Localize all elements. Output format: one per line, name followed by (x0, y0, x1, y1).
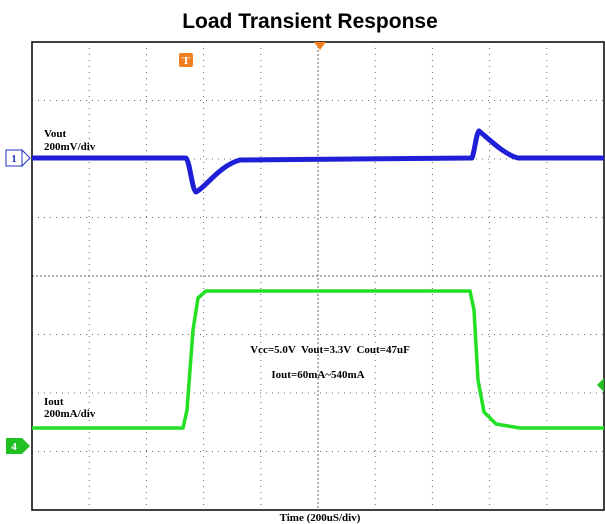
ch1-name: Vout (44, 128, 67, 140)
trigger-position (314, 42, 326, 50)
ch1-marker-arrow (21, 148, 31, 168)
ch4-marker-arrow (22, 438, 30, 454)
conditions: Vcc=5.0V Vout=3.3V Cout=47uF (250, 344, 410, 356)
trigger-level (597, 378, 604, 392)
trigger-marker: T (182, 55, 190, 67)
ch1-scale: 200mV/div (44, 141, 96, 153)
vout-trace (32, 128, 604, 195)
ch4-name: Iout (44, 396, 64, 408)
title: Load Transient Response (182, 10, 438, 33)
ch1-marker: 1 (11, 153, 17, 165)
ch4-marker: 4 (11, 441, 17, 453)
load-step: Iout=60mA~540mA (271, 369, 364, 381)
ch4-marker-box (6, 438, 22, 454)
trigger-box (179, 53, 193, 67)
iout-trace (32, 289, 604, 430)
grid (32, 42, 604, 510)
time-axis-label: Time (200uS/div) (280, 512, 361, 524)
ch4-scale: 200mA/div (44, 408, 96, 420)
